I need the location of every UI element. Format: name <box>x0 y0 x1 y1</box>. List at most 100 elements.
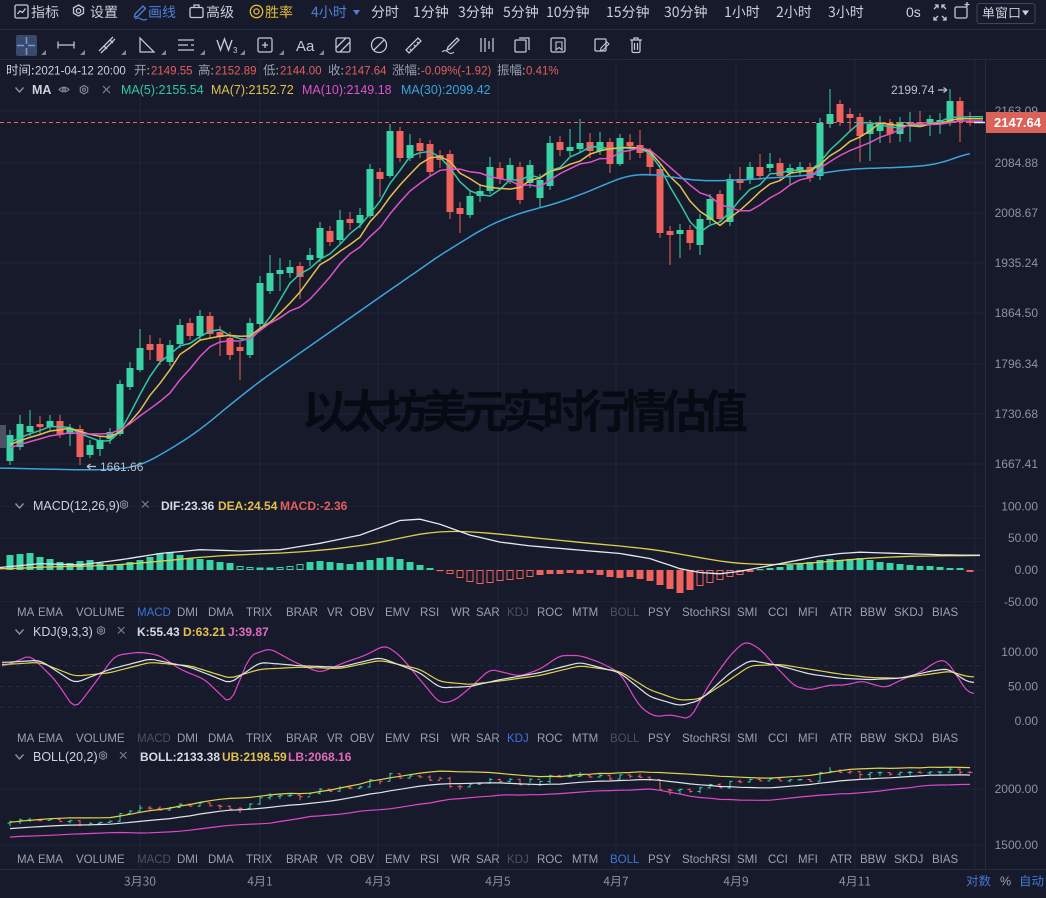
svg-text:DMA: DMA <box>208 607 234 619</box>
svg-text:BRAR: BRAR <box>286 607 318 619</box>
svg-text:MACD: MACD <box>137 733 171 745</box>
svg-text:EMV: EMV <box>385 854 410 866</box>
svg-text:D:63.21: D:63.21 <box>183 625 226 639</box>
svg-text:LB:2068.16: LB:2068.16 <box>288 750 352 764</box>
svg-text:2147.64: 2147.64 <box>994 115 1042 130</box>
svg-text:2000.00: 2000.00 <box>995 782 1039 796</box>
svg-text:BIAS: BIAS <box>932 854 959 866</box>
svg-text:2021-04-12 20:00: 2021-04-12 20:00 <box>35 66 126 78</box>
svg-text:CCI: CCI <box>768 607 788 619</box>
svg-text:K:55.43: K:55.43 <box>137 625 180 639</box>
svg-text:1864.50: 1864.50 <box>995 306 1039 320</box>
svg-text:ATR: ATR <box>830 607 852 619</box>
svg-text:BBW: BBW <box>860 607 886 619</box>
svg-text:ROC: ROC <box>537 607 563 619</box>
svg-text:PSY: PSY <box>648 854 671 866</box>
svg-text:DMA: DMA <box>208 854 234 866</box>
svg-text:2199.74: 2199.74 <box>891 83 935 97</box>
svg-text:2084.88: 2084.88 <box>995 156 1039 170</box>
svg-text:2008.67: 2008.67 <box>995 206 1039 220</box>
svg-text:1796.34: 1796.34 <box>995 357 1039 371</box>
svg-text:2152.89: 2152.89 <box>215 66 257 78</box>
svg-text:BRAR: BRAR <box>286 733 318 745</box>
svg-text:EMA: EMA <box>38 607 63 619</box>
svg-text:MA(10):2149.18: MA(10):2149.18 <box>302 83 392 97</box>
svg-text:KDJ: KDJ <box>507 854 529 866</box>
svg-text:MA: MA <box>17 607 35 619</box>
svg-text:1500.00: 1500.00 <box>995 838 1039 852</box>
svg-text:StochRSI: StochRSI <box>682 854 731 866</box>
svg-text:EMV: EMV <box>385 733 410 745</box>
svg-text:RSI: RSI <box>420 733 439 745</box>
svg-text:BOLL: BOLL <box>610 607 640 619</box>
svg-text:MFI: MFI <box>798 854 818 866</box>
svg-text:2144.00: 2144.00 <box>280 66 322 78</box>
svg-text:MA: MA <box>32 83 51 97</box>
svg-text:3: 3 <box>233 46 238 55</box>
svg-text:VOLUME: VOLUME <box>76 733 125 745</box>
svg-text:EMV: EMV <box>385 607 410 619</box>
svg-text:OBV: OBV <box>350 607 375 619</box>
svg-text:RSI: RSI <box>420 607 439 619</box>
svg-text:BBW: BBW <box>860 733 886 745</box>
svg-text:SAR: SAR <box>476 854 500 866</box>
svg-text:MTM: MTM <box>572 854 598 866</box>
svg-text:0.41%: 0.41% <box>526 66 559 78</box>
svg-text:WR: WR <box>451 607 470 619</box>
svg-text:CCI: CCI <box>768 733 788 745</box>
svg-text:EMA: EMA <box>38 733 63 745</box>
svg-text:DMA: DMA <box>208 733 234 745</box>
svg-text:MACD(12,26,9): MACD(12,26,9) <box>33 499 120 513</box>
svg-text:ROC: ROC <box>537 854 563 866</box>
svg-text:OBV: OBV <box>350 854 375 866</box>
svg-text:SAR: SAR <box>476 733 500 745</box>
svg-text:BOLL: BOLL <box>610 854 640 866</box>
svg-text:VR: VR <box>327 733 343 745</box>
svg-text:MTM: MTM <box>572 733 598 745</box>
svg-text:DMI: DMI <box>177 854 198 866</box>
svg-text:VOLUME: VOLUME <box>76 607 125 619</box>
svg-text:MA(30):2099.42: MA(30):2099.42 <box>401 83 491 97</box>
svg-text:PSY: PSY <box>648 733 671 745</box>
svg-text:BBW: BBW <box>860 854 886 866</box>
svg-text:RSI: RSI <box>420 854 439 866</box>
svg-text:SKDJ: SKDJ <box>894 854 923 866</box>
svg-text:DMI: DMI <box>177 733 198 745</box>
svg-text:SAR: SAR <box>476 607 500 619</box>
svg-text:MACD: MACD <box>137 607 171 619</box>
svg-text:BRAR: BRAR <box>286 854 318 866</box>
svg-text:Aa: Aa <box>296 38 315 55</box>
svg-text:EMA: EMA <box>38 854 63 866</box>
svg-text:2147.64: 2147.64 <box>345 66 387 78</box>
svg-text:MTM: MTM <box>572 607 598 619</box>
svg-text:100.00: 100.00 <box>1001 645 1038 659</box>
svg-text:PSY: PSY <box>648 607 671 619</box>
svg-text:1935.24: 1935.24 <box>995 256 1039 270</box>
svg-text:BOLL(20,2): BOLL(20,2) <box>33 750 98 764</box>
svg-text:J:39.87: J:39.87 <box>228 625 269 639</box>
svg-text:%: % <box>1000 875 1011 889</box>
svg-text:TRIX: TRIX <box>246 607 273 619</box>
svg-text:100.00: 100.00 <box>1001 500 1038 514</box>
svg-text:MFI: MFI <box>798 733 818 745</box>
svg-text:KDJ: KDJ <box>507 733 529 745</box>
svg-text:50.00: 50.00 <box>1008 680 1038 694</box>
svg-text:SKDJ: SKDJ <box>894 733 923 745</box>
svg-text:SMI: SMI <box>737 854 757 866</box>
svg-text:50.00: 50.00 <box>1008 531 1038 545</box>
svg-text:BIAS: BIAS <box>932 733 959 745</box>
svg-text:MFI: MFI <box>798 607 818 619</box>
svg-text:1661.66: 1661.66 <box>100 460 144 474</box>
svg-text:DIF:23.36: DIF:23.36 <box>161 499 215 513</box>
svg-text:DMI: DMI <box>177 607 198 619</box>
svg-text:0s: 0s <box>906 4 921 20</box>
svg-text:WR: WR <box>451 854 470 866</box>
svg-text:VOLUME: VOLUME <box>76 854 125 866</box>
svg-text:MA: MA <box>17 733 35 745</box>
svg-text:OBV: OBV <box>350 733 375 745</box>
svg-text:SMI: SMI <box>737 733 757 745</box>
svg-text:0.00: 0.00 <box>1015 714 1039 728</box>
svg-text:KDJ: KDJ <box>507 607 529 619</box>
svg-text:MA: MA <box>17 854 35 866</box>
svg-text:BOLL:2133.38: BOLL:2133.38 <box>140 750 220 764</box>
